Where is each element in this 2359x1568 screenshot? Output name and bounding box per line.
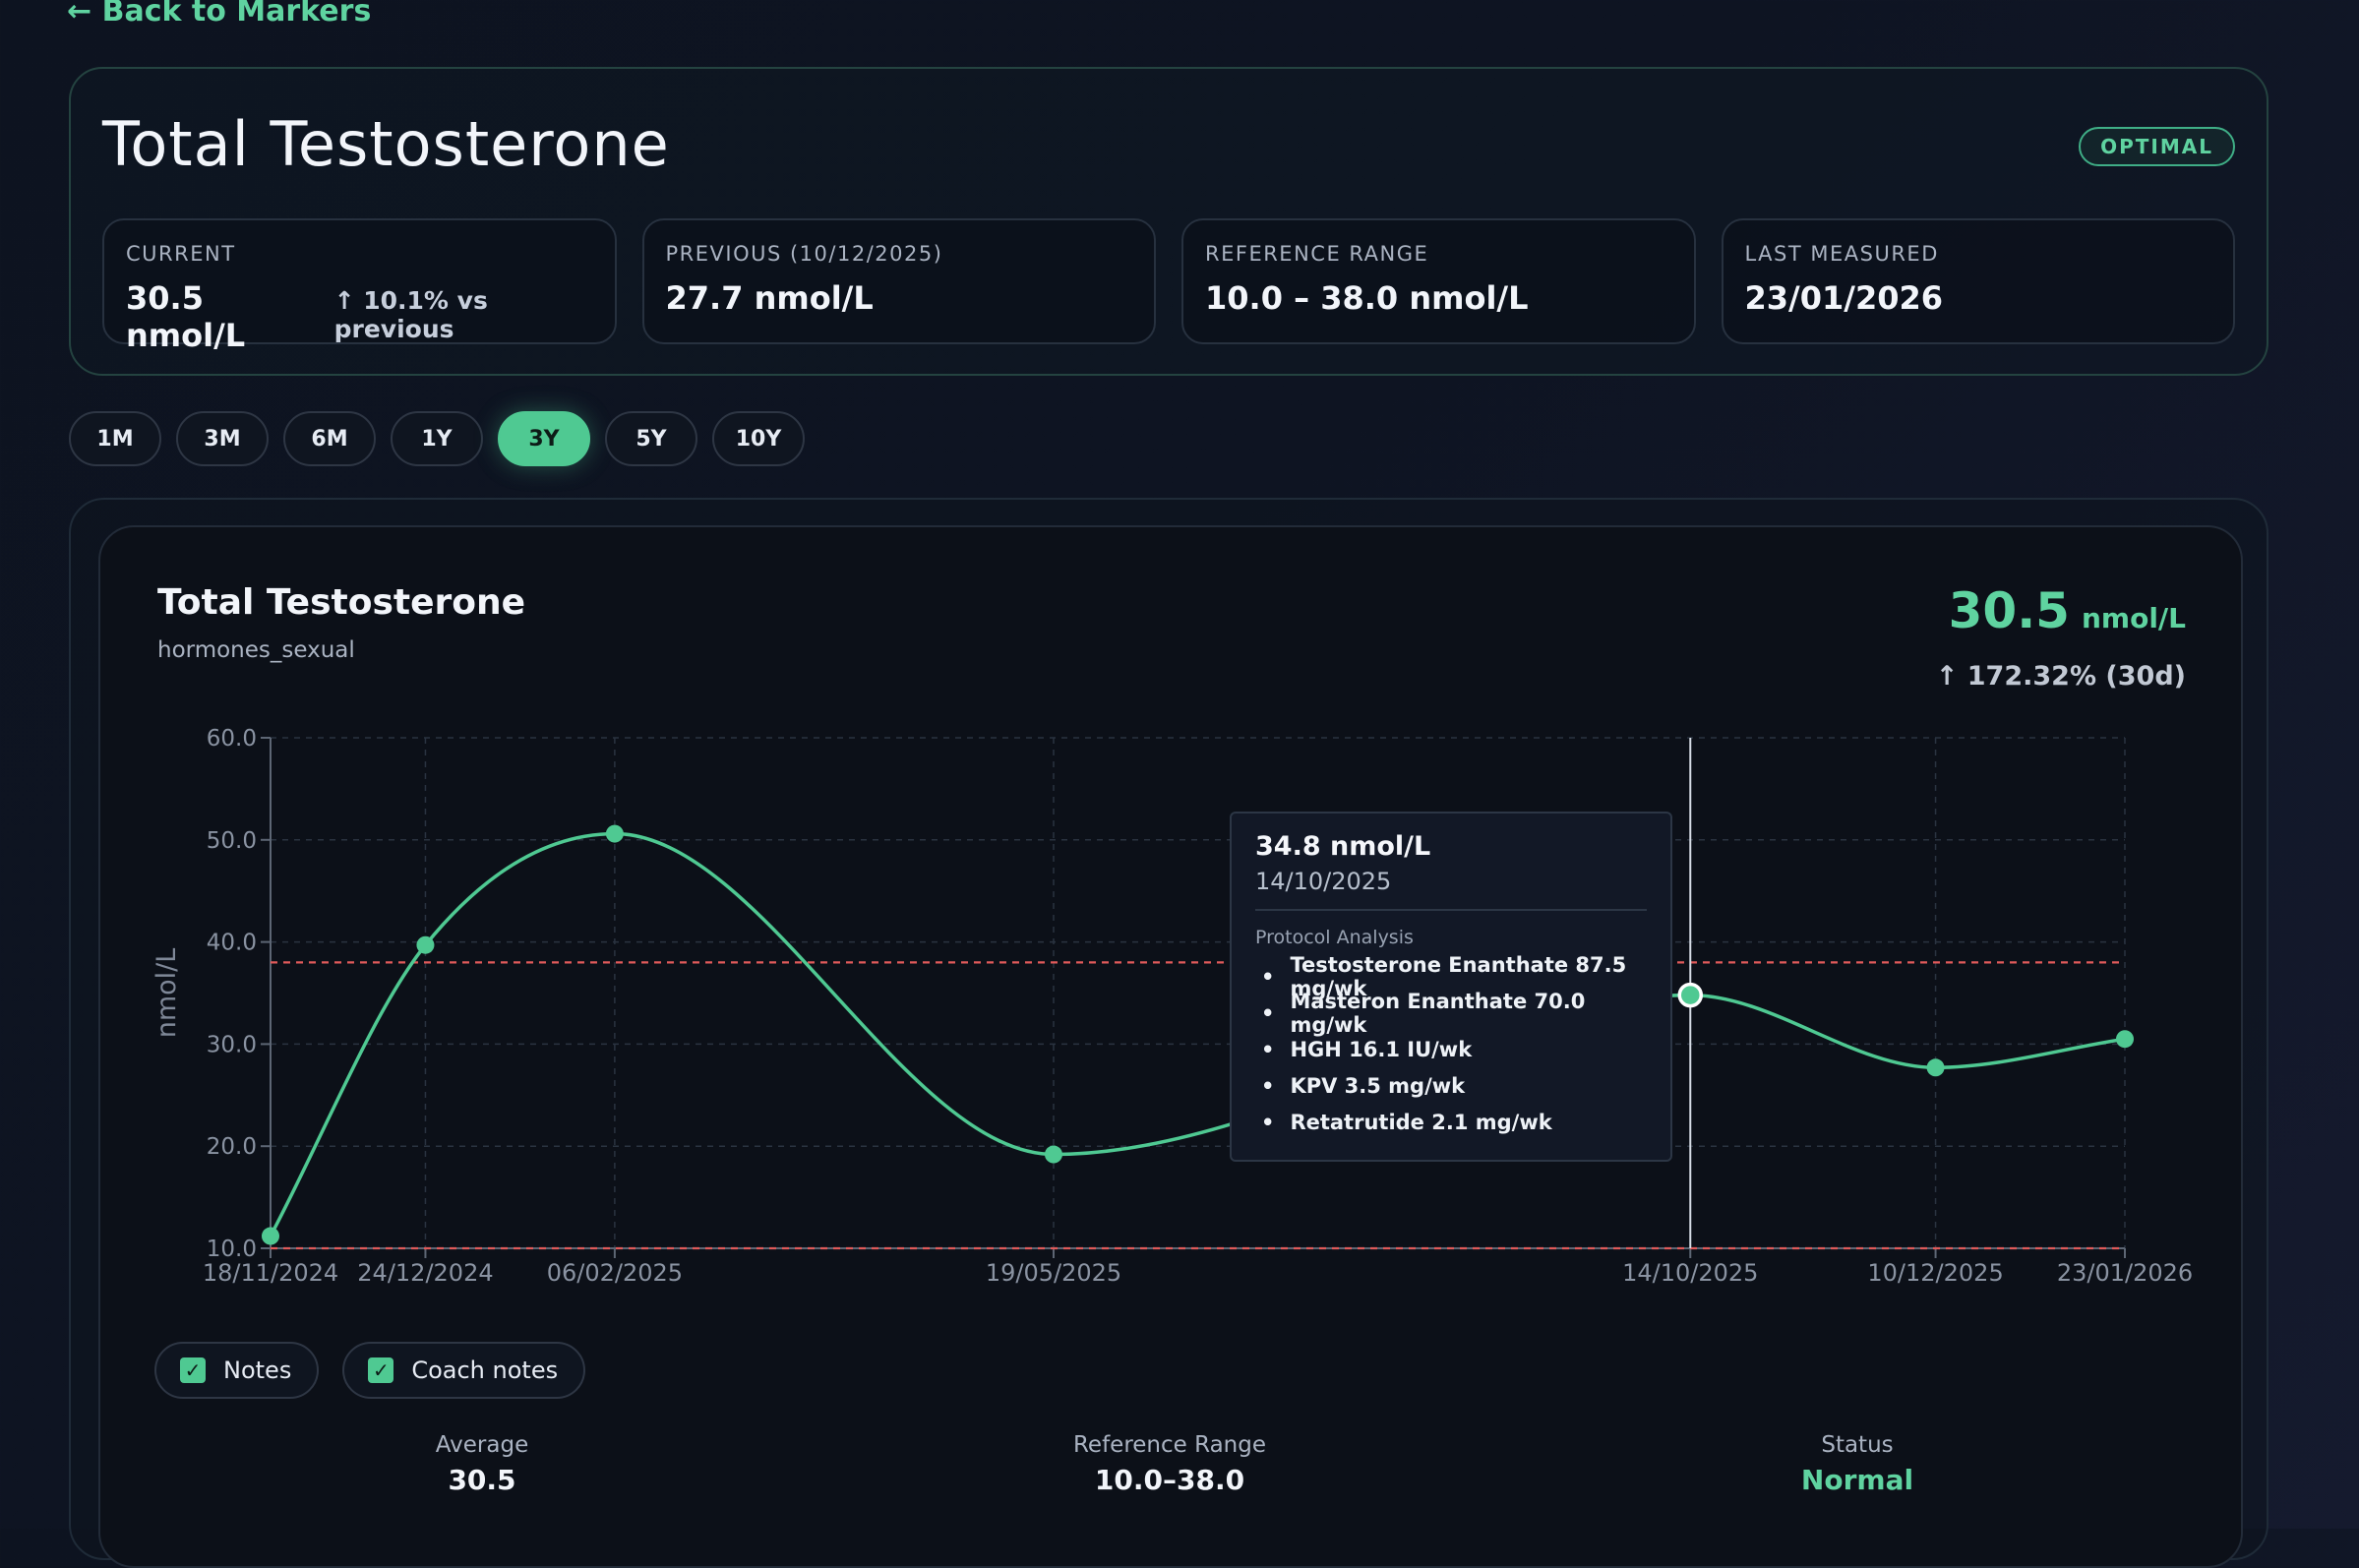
stat-value: 10.0 – 38.0 nmol/L — [1205, 279, 1529, 317]
summary-reference-range: Reference Range 10.0–38.0 — [973, 1432, 1366, 1496]
chart-value-unit: nmol/L — [2081, 602, 2186, 634]
stat-label: LAST MEASURED — [1744, 242, 1939, 266]
stat-change: ↑ 10.1% vs previous — [333, 286, 488, 343]
range-button-1y[interactable]: 1Y — [391, 411, 483, 466]
summary-value: Normal — [1800, 1464, 1914, 1496]
back-to-markers-link[interactable]: ← Back to Markers — [67, 0, 371, 29]
protocol-item: KPV 3.5 mg/wk — [1261, 1067, 1647, 1104]
stat-value: 30.5 nmol/L — [126, 279, 246, 354]
chart-panel: Total Testosterone hormones_sexual 30.5 … — [69, 498, 2268, 1568]
chart-title: Total Testosterone — [157, 582, 526, 623]
summary-label: Reference Range — [1072, 1432, 1267, 1458]
stat-label: REFERENCE RANGE — [1205, 242, 1429, 266]
protocol-list: Testosterone Enanthate 87.5 mg/wk Master… — [1255, 953, 1647, 1140]
summary-label: Average — [435, 1432, 529, 1458]
chart-current-value: 30.5 nmol/L — [1949, 582, 2186, 639]
chart-category: hormones_sexual — [157, 637, 355, 663]
chart-card: Total Testosterone hormones_sexual 30.5 … — [98, 525, 2243, 1568]
protocol-item: HGH 16.1 IU/wk — [1261, 1031, 1647, 1067]
stat-row: CURRENT 30.5 nmol/L ↑ 10.1% vs previous … — [102, 218, 2235, 354]
summary-label: Status — [1821, 1432, 1894, 1458]
stat-value: 27.7 nmol/L — [665, 279, 874, 317]
range-button-3m[interactable]: 3M — [176, 411, 269, 466]
chart-change: ↑ 172.32% (30d) — [1935, 661, 2186, 692]
range-button-10y[interactable]: 10Y — [712, 411, 805, 466]
summary-value: 10.0–38.0 — [1094, 1464, 1245, 1496]
back-link-label[interactable]: ← Back to Markers — [67, 0, 372, 29]
time-range-selector: 1M 3M 6M 1Y 3Y 5Y 10Y — [69, 411, 805, 466]
summary-value: 30.5 — [448, 1464, 516, 1496]
tooltip-heading: Protocol Analysis — [1255, 927, 1414, 948]
stat-previous: PREVIOUS (10/12/2025) 27.7 nmol/L — [641, 218, 1156, 344]
coach-notes-toggle[interactable]: ✓ Coach notes — [342, 1342, 586, 1399]
checkbox-checked-icon[interactable]: ✓ — [368, 1357, 394, 1383]
stat-value: 23/01/2026 — [1744, 279, 1944, 317]
chart-value-number: 30.5 — [1948, 582, 2070, 639]
chart-toggles: ✓ Notes ✓ Coach notes — [154, 1342, 586, 1399]
protocol-item: Retatrutide 2.1 mg/wk — [1261, 1104, 1647, 1140]
tooltip-value: 34.8 nmol/L — [1255, 831, 1431, 862]
checkbox-checked-icon[interactable]: ✓ — [180, 1357, 206, 1383]
range-button-1m[interactable]: 1M — [69, 411, 161, 466]
status-badge: OPTIMAL — [2079, 127, 2235, 166]
stat-label: PREVIOUS (10/12/2025) — [665, 242, 943, 266]
page-title: Total Testosterone — [102, 108, 670, 180]
toggle-label: Notes — [223, 1357, 292, 1384]
range-button-5y[interactable]: 5Y — [605, 411, 697, 466]
summary-average: Average 30.5 — [285, 1432, 679, 1496]
range-button-3y[interactable]: 3Y — [498, 411, 590, 466]
marker-header-card: Total Testosterone OPTIMAL CURRENT 30.5 … — [69, 67, 2268, 376]
stat-label: CURRENT — [126, 242, 236, 266]
stat-current: CURRENT 30.5 nmol/L ↑ 10.1% vs previous — [102, 218, 617, 354]
notes-toggle[interactable]: ✓ Notes — [154, 1342, 320, 1399]
stat-reference-range: REFERENCE RANGE 10.0 – 38.0 nmol/L — [1181, 218, 1696, 344]
toggle-label: Coach notes — [411, 1357, 559, 1384]
summary-status: Status Normal — [1661, 1432, 2054, 1496]
stat-last-measured: LAST MEASURED 23/01/2026 — [1721, 218, 2235, 344]
tooltip-divider — [1255, 909, 1647, 911]
tooltip-date: 14/10/2025 — [1255, 868, 1392, 895]
protocol-item: Masteron Enanthate 70.0 mg/wk — [1261, 990, 1647, 1037]
stat-value-row: 30.5 nmol/L ↑ 10.1% vs previous — [126, 279, 593, 354]
data-point-tooltip: 34.8 nmol/L 14/10/2025 Protocol Analysis… — [1230, 812, 1672, 1162]
range-button-6m[interactable]: 6M — [283, 411, 376, 466]
